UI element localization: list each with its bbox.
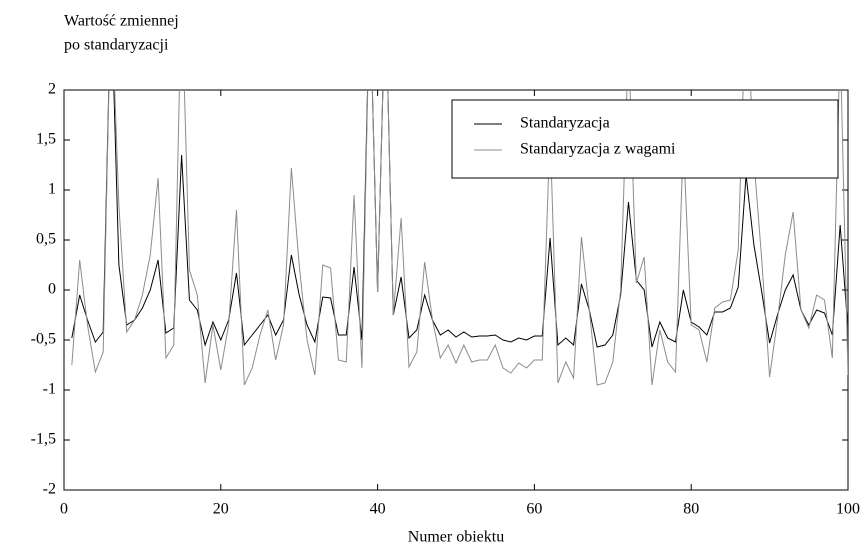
x-tick-label: 60: [526, 501, 542, 518]
y-tick-label: 1,5: [36, 131, 56, 148]
y-tick-label: 0,5: [36, 231, 56, 248]
plot-lines: [71, 90, 848, 386]
y-tick-label: -1,5: [31, 431, 56, 448]
x-tick-label: 100: [836, 501, 860, 518]
y-tick-label: 2: [48, 81, 56, 98]
x-tick-label: 40: [370, 501, 386, 518]
series-line: [71, 90, 848, 386]
legend-label: Standaryzacja z wagami: [520, 141, 676, 158]
y-tick-label: -2: [43, 481, 56, 498]
y-axis-label: po standaryzacji: [64, 37, 169, 54]
x-tick-label: 80: [683, 501, 699, 518]
y-tick-label: -1: [43, 381, 56, 398]
x-tick-label: 0: [60, 501, 68, 518]
y-axis-label: Wartość zmiennej: [64, 13, 179, 30]
y-tick-label: 1: [48, 181, 56, 198]
y-tick-label: 0: [48, 281, 56, 298]
legend-label: Standaryzacja: [520, 115, 610, 132]
legend-box: [451, 99, 839, 179]
series-line: [71, 90, 848, 348]
y-tick-label: -0,5: [31, 331, 56, 348]
x-axis-label: Numer obiektu: [408, 529, 504, 546]
x-tick-label: 20: [213, 501, 229, 518]
